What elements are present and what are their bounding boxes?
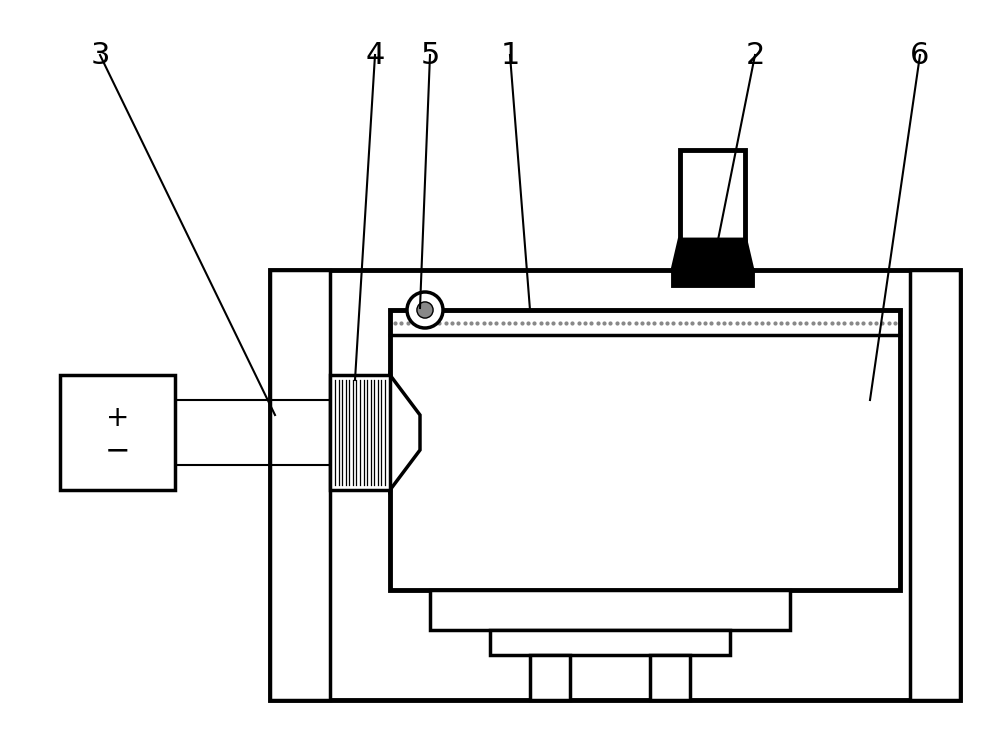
Text: 5: 5 bbox=[420, 40, 440, 69]
Bar bbox=[330, 375, 390, 490]
Text: 6: 6 bbox=[910, 40, 930, 69]
Circle shape bbox=[407, 292, 443, 328]
Bar bbox=[60, 375, 175, 490]
Bar bbox=[910, 270, 960, 700]
Text: −: − bbox=[105, 436, 130, 465]
Polygon shape bbox=[390, 375, 420, 490]
Circle shape bbox=[417, 302, 433, 318]
Bar bbox=[680, 150, 745, 240]
Text: 3: 3 bbox=[90, 40, 110, 69]
Bar bbox=[650, 655, 690, 700]
Text: 4: 4 bbox=[365, 40, 385, 69]
Bar bbox=[270, 270, 330, 700]
Text: 2: 2 bbox=[745, 40, 765, 69]
Bar bbox=[673, 270, 752, 285]
Text: +: + bbox=[106, 403, 129, 432]
Text: 1: 1 bbox=[500, 40, 520, 69]
Bar bbox=[530, 655, 570, 700]
Bar bbox=[490, 630, 730, 655]
Bar bbox=[390, 310, 900, 590]
Bar bbox=[270, 270, 960, 700]
Polygon shape bbox=[673, 240, 752, 270]
Bar bbox=[430, 590, 790, 630]
